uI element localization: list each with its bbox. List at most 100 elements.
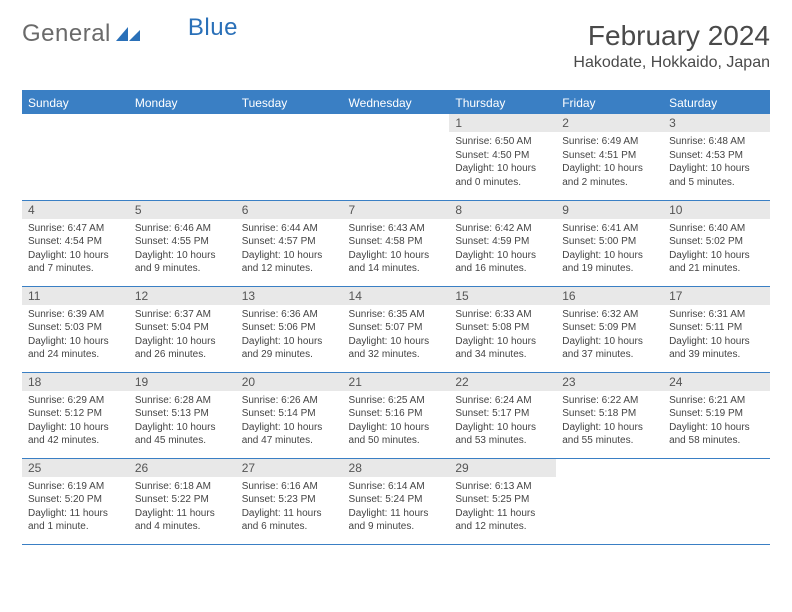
logo-text-general: General [22, 20, 111, 48]
calendar-day-cell: 8Sunrise: 6:42 AMSunset: 4:59 PMDaylight… [449, 200, 556, 286]
day-data: Sunrise: 6:36 AMSunset: 5:06 PMDaylight:… [236, 305, 343, 366]
day-number: 20 [236, 373, 343, 391]
calendar-week-row: 25Sunrise: 6:19 AMSunset: 5:20 PMDayligh… [22, 458, 770, 544]
day-number: 11 [22, 287, 129, 305]
day-data: Sunrise: 6:13 AMSunset: 5:25 PMDaylight:… [449, 477, 556, 538]
calendar-day-cell [556, 458, 663, 544]
sunset-text: Sunset: 5:20 PM [28, 493, 123, 507]
day-data: Sunrise: 6:18 AMSunset: 5:22 PMDaylight:… [129, 477, 236, 538]
calendar-day-cell: 12Sunrise: 6:37 AMSunset: 5:04 PMDayligh… [129, 286, 236, 372]
daylight-text: Daylight: 10 hours and 7 minutes. [28, 249, 123, 276]
day-data: Sunrise: 6:39 AMSunset: 5:03 PMDaylight:… [22, 305, 129, 366]
weekday-header: Friday [556, 91, 663, 114]
weekday-header: Monday [129, 91, 236, 114]
daylight-text: Daylight: 10 hours and 26 minutes. [135, 335, 230, 362]
calendar-day-cell: 7Sunrise: 6:43 AMSunset: 4:58 PMDaylight… [343, 200, 450, 286]
calendar-day-cell: 21Sunrise: 6:25 AMSunset: 5:16 PMDayligh… [343, 372, 450, 458]
daylight-text: Daylight: 10 hours and 0 minutes. [455, 162, 550, 189]
day-number: 2 [556, 114, 663, 132]
day-data: Sunrise: 6:22 AMSunset: 5:18 PMDaylight:… [556, 391, 663, 452]
sunset-text: Sunset: 4:59 PM [455, 235, 550, 249]
sunset-text: Sunset: 5:02 PM [669, 235, 764, 249]
day-number: 12 [129, 287, 236, 305]
sunrise-text: Sunrise: 6:33 AM [455, 308, 550, 322]
day-number: 27 [236, 459, 343, 477]
calendar-day-cell: 5Sunrise: 6:46 AMSunset: 4:55 PMDaylight… [129, 200, 236, 286]
daylight-text: Daylight: 10 hours and 16 minutes. [455, 249, 550, 276]
calendar-table: Sunday Monday Tuesday Wednesday Thursday… [22, 90, 770, 545]
calendar-day-cell: 23Sunrise: 6:22 AMSunset: 5:18 PMDayligh… [556, 372, 663, 458]
logo-sail-icon [114, 25, 142, 43]
sunrise-text: Sunrise: 6:13 AM [455, 480, 550, 494]
day-data: Sunrise: 6:46 AMSunset: 4:55 PMDaylight:… [129, 219, 236, 280]
day-data: Sunrise: 6:35 AMSunset: 5:07 PMDaylight:… [343, 305, 450, 366]
daylight-text: Daylight: 10 hours and 9 minutes. [135, 249, 230, 276]
sunrise-text: Sunrise: 6:18 AM [135, 480, 230, 494]
daylight-text: Daylight: 10 hours and 21 minutes. [669, 249, 764, 276]
calendar-day-cell: 19Sunrise: 6:28 AMSunset: 5:13 PMDayligh… [129, 372, 236, 458]
day-number: 13 [236, 287, 343, 305]
sunrise-text: Sunrise: 6:36 AM [242, 308, 337, 322]
calendar-day-cell: 29Sunrise: 6:13 AMSunset: 5:25 PMDayligh… [449, 458, 556, 544]
calendar-week-row: 18Sunrise: 6:29 AMSunset: 5:12 PMDayligh… [22, 372, 770, 458]
daylight-text: Daylight: 10 hours and 2 minutes. [562, 162, 657, 189]
day-number: 19 [129, 373, 236, 391]
day-data: Sunrise: 6:43 AMSunset: 4:58 PMDaylight:… [343, 219, 450, 280]
day-number: 29 [449, 459, 556, 477]
daylight-text: Daylight: 11 hours and 6 minutes. [242, 507, 337, 534]
day-number: 3 [663, 114, 770, 132]
sunset-text: Sunset: 4:50 PM [455, 149, 550, 163]
weekday-header: Wednesday [343, 91, 450, 114]
sunrise-text: Sunrise: 6:31 AM [669, 308, 764, 322]
day-data: Sunrise: 6:21 AMSunset: 5:19 PMDaylight:… [663, 391, 770, 452]
day-data: Sunrise: 6:25 AMSunset: 5:16 PMDaylight:… [343, 391, 450, 452]
sunset-text: Sunset: 5:17 PM [455, 407, 550, 421]
sunrise-text: Sunrise: 6:41 AM [562, 222, 657, 236]
sunset-text: Sunset: 5:25 PM [455, 493, 550, 507]
calendar-day-cell: 28Sunrise: 6:14 AMSunset: 5:24 PMDayligh… [343, 458, 450, 544]
daylight-text: Daylight: 10 hours and 39 minutes. [669, 335, 764, 362]
daylight-text: Daylight: 11 hours and 4 minutes. [135, 507, 230, 534]
calendar-day-cell [343, 114, 450, 200]
calendar-day-cell: 10Sunrise: 6:40 AMSunset: 5:02 PMDayligh… [663, 200, 770, 286]
daylight-text: Daylight: 10 hours and 34 minutes. [455, 335, 550, 362]
sunset-text: Sunset: 5:16 PM [349, 407, 444, 421]
day-data: Sunrise: 6:47 AMSunset: 4:54 PMDaylight:… [22, 219, 129, 280]
logo: General Blue [22, 20, 238, 48]
daylight-text: Daylight: 11 hours and 12 minutes. [455, 507, 550, 534]
sunrise-text: Sunrise: 6:48 AM [669, 135, 764, 149]
day-number: 25 [22, 459, 129, 477]
sunset-text: Sunset: 5:00 PM [562, 235, 657, 249]
sunrise-text: Sunrise: 6:47 AM [28, 222, 123, 236]
day-number: 7 [343, 201, 450, 219]
calendar-day-cell [129, 114, 236, 200]
calendar-day-cell: 6Sunrise: 6:44 AMSunset: 4:57 PMDaylight… [236, 200, 343, 286]
day-number: 1 [449, 114, 556, 132]
daylight-text: Daylight: 10 hours and 55 minutes. [562, 421, 657, 448]
month-title: February 2024 [573, 20, 770, 52]
calendar-day-cell: 13Sunrise: 6:36 AMSunset: 5:06 PMDayligh… [236, 286, 343, 372]
sunrise-text: Sunrise: 6:46 AM [135, 222, 230, 236]
day-data: Sunrise: 6:19 AMSunset: 5:20 PMDaylight:… [22, 477, 129, 538]
calendar-day-cell: 26Sunrise: 6:18 AMSunset: 5:22 PMDayligh… [129, 458, 236, 544]
day-number: 4 [22, 201, 129, 219]
calendar-day-cell: 17Sunrise: 6:31 AMSunset: 5:11 PMDayligh… [663, 286, 770, 372]
calendar-day-cell: 27Sunrise: 6:16 AMSunset: 5:23 PMDayligh… [236, 458, 343, 544]
sunset-text: Sunset: 5:23 PM [242, 493, 337, 507]
day-number: 14 [343, 287, 450, 305]
sunrise-text: Sunrise: 6:37 AM [135, 308, 230, 322]
page-header: General Blue February 2024 Hakodate, Hok… [22, 20, 770, 72]
daylight-text: Daylight: 10 hours and 5 minutes. [669, 162, 764, 189]
day-data: Sunrise: 6:31 AMSunset: 5:11 PMDaylight:… [663, 305, 770, 366]
day-number: 17 [663, 287, 770, 305]
weekday-header: Sunday [22, 91, 129, 114]
daylight-text: Daylight: 10 hours and 47 minutes. [242, 421, 337, 448]
daylight-text: Daylight: 10 hours and 50 minutes. [349, 421, 444, 448]
day-data: Sunrise: 6:28 AMSunset: 5:13 PMDaylight:… [129, 391, 236, 452]
day-number: 9 [556, 201, 663, 219]
day-number: 6 [236, 201, 343, 219]
sunrise-text: Sunrise: 6:49 AM [562, 135, 657, 149]
weekday-header: Saturday [663, 91, 770, 114]
day-number: 21 [343, 373, 450, 391]
sunrise-text: Sunrise: 6:44 AM [242, 222, 337, 236]
